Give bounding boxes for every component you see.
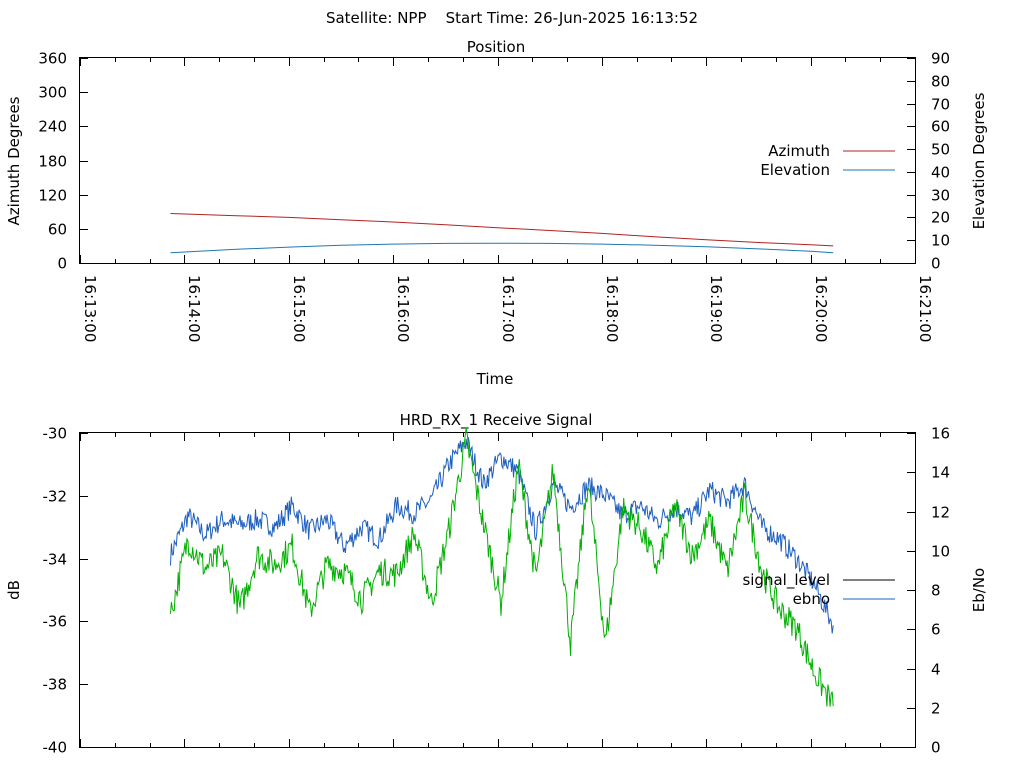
signal-y-tick-label-3: -34 <box>43 551 68 569</box>
position-x-tick-label-4: 16:17:00 <box>499 275 517 342</box>
figure-title: Satellite: NPP Start Time: 26-Jun-2025 1… <box>326 9 698 27</box>
position-y2-tick-label-3: 30 <box>931 187 950 205</box>
position-series <box>170 213 834 254</box>
position-chart-title: Position <box>467 38 525 56</box>
signal-y-tick-label-2: -36 <box>43 613 68 631</box>
position-x-tick-label-3: 16:16:00 <box>394 275 412 342</box>
signal-y2-tick-label-6: 12 <box>931 504 950 522</box>
signal-y2-axis-label: Eb/No <box>970 568 988 612</box>
azimuth-line <box>170 213 834 247</box>
position-x-tick-label-8: 16:21:00 <box>916 275 934 342</box>
position-y2-tick-label-4: 40 <box>931 164 950 182</box>
position-x-tick-label-0: 16:13:00 <box>81 275 99 342</box>
signal-plot-frame <box>79 432 916 748</box>
signal-y2-tick-label-3: 6 <box>931 621 941 639</box>
position-x-tick-label-1: 16:14:00 <box>185 275 203 342</box>
signal-y2-tick-label-7: 14 <box>931 464 950 482</box>
signal-y2-tick-label-0: 0 <box>931 739 941 757</box>
position-x-tick-label-5: 16:18:00 <box>603 275 621 342</box>
position-x-tick-label-7: 16:20:00 <box>812 275 830 342</box>
position-plot-frame <box>79 57 916 264</box>
signal-y2-tick-label-1: 2 <box>931 700 941 718</box>
signal-y2-tick-label-2: 4 <box>931 661 941 679</box>
signal-y-tick-label-5: -30 <box>43 425 68 443</box>
position-y2-tick-label-5: 50 <box>931 141 950 159</box>
elevation-line <box>170 242 834 254</box>
legend-signal-level-label: signal_level <box>742 571 830 590</box>
position-y2-tick-label-6: 60 <box>931 118 950 136</box>
position-y-tick-label-0: 0 <box>57 255 67 273</box>
position-y-tick-label-2: 120 <box>38 187 67 205</box>
position-x-axis-label: Time <box>476 370 514 388</box>
signal-chart: HRD_RX_1 Receive Signal -40-38-36-34-32-… <box>5 411 988 757</box>
signal-series <box>170 427 834 707</box>
position-y-tick-label-1: 60 <box>48 221 67 239</box>
position-y2-axis-label: Elevation Degrees <box>970 92 988 229</box>
signal-x-axis <box>80 433 916 747</box>
signal-y-tick-label-1: -38 <box>43 676 68 694</box>
position-y-axis: 0 60 120 180 240 300 360 <box>38 50 88 273</box>
signal-y-axis-label: dB <box>5 580 23 600</box>
position-y-tick-label-6: 360 <box>38 50 67 68</box>
position-y-tick-label-5: 300 <box>38 84 67 102</box>
signal-legend: signal_level ebno <box>742 571 895 608</box>
signal-y-axis: -40 -38 -36 -34 -32 -30 <box>43 425 88 757</box>
legend-azimuth-label: Azimuth <box>768 142 830 160</box>
legend-elevation-label: Elevation <box>760 161 830 179</box>
signal-y-tick-label-0: -40 <box>43 739 68 757</box>
position-y2-tick-label-0: 0 <box>931 255 941 273</box>
position-chart: Position 0 60 120 180 240 300 360 0 10 20 30 40 50 6… <box>5 38 988 388</box>
position-y2-tick-label-2: 20 <box>931 209 950 227</box>
position-y2-tick-label-8: 80 <box>931 73 950 91</box>
position-y2-axis: 0 10 20 30 40 50 60 70 80 90 <box>907 50 950 273</box>
signal-y-tick-label-4: -32 <box>43 488 68 506</box>
signal-level-line <box>170 427 834 707</box>
position-y2-tick-label-7: 70 <box>931 96 950 114</box>
position-y-tick-label-4: 240 <box>38 118 67 136</box>
signal-y2-tick-label-4: 8 <box>931 582 941 600</box>
position-y-axis-label: Azimuth Degrees <box>5 96 23 225</box>
signal-y2-tick-label-5: 10 <box>931 543 950 561</box>
position-x-tick-label-6: 16:19:00 <box>707 275 725 342</box>
position-x-tick-label-2: 16:15:00 <box>290 275 308 342</box>
signal-y2-tick-label-8: 16 <box>931 425 950 443</box>
position-y2-tick-label-9: 90 <box>931 50 950 68</box>
ebno-line <box>170 436 834 634</box>
position-legend: Azimuth Elevation <box>760 142 895 179</box>
position-y-tick-label-3: 180 <box>38 153 67 171</box>
signal-chart-title: HRD_RX_1 Receive Signal <box>400 411 593 430</box>
position-x-axis: 16:13:00 16:14:00 16:15:00 16:16:00 16:17:00… <box>80 58 934 342</box>
position-y2-tick-label-1: 10 <box>931 232 950 250</box>
legend-ebno-label: ebno <box>793 590 830 608</box>
signal-y2-axis: 0 2 4 6 8 10 12 14 16 <box>907 425 950 757</box>
